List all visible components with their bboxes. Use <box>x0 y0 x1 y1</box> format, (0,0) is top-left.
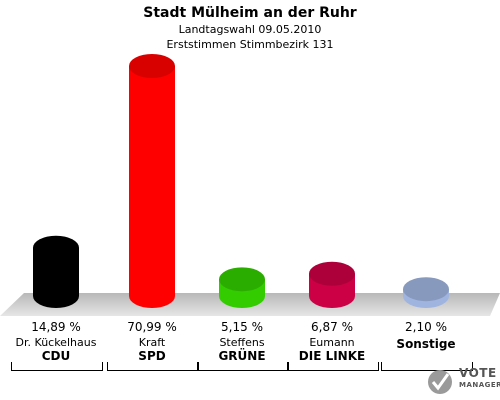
bar-sonstige <box>403 277 449 308</box>
bar-body-cdu <box>33 247 79 308</box>
party-label-sonstige: Sonstige <box>396 337 456 351</box>
category-bracket-spd <box>107 362 199 371</box>
category-bracket-sonstige <box>381 362 473 371</box>
candidate-label-linke: Eumann <box>309 336 355 349</box>
chart-title: Stadt Mülheim an der Ruhr <box>143 5 357 21</box>
party-label-gruene: GRÜNE <box>218 349 266 363</box>
value-label-cdu: 14,89 % <box>31 320 81 334</box>
category-bracket-gruene <box>197 362 289 371</box>
value-label-sonstige: 2,10 % <box>405 320 447 334</box>
chart-subtitle: Landtagswahl 09.05.2010 <box>178 23 322 36</box>
candidate-label-gruene: Steffens <box>219 336 265 349</box>
vote-manager-logo-icon <box>428 370 452 394</box>
bar-gruene <box>219 267 265 308</box>
bar-top-linke <box>309 261 355 286</box>
bar-top-gruene <box>219 267 265 292</box>
bar-cdu <box>33 235 79 308</box>
value-label-gruene: 5,15 % <box>221 320 263 334</box>
value-label-spd: 70,99 % <box>127 320 177 334</box>
bar-top-spd <box>129 54 175 78</box>
party-label-linke: DIE LINKE <box>298 349 366 363</box>
candidate-label-cdu: Dr. Kückelhaus <box>15 336 97 349</box>
category-bracket-linke <box>287 362 379 371</box>
logo-word-vote: VOTE <box>459 366 497 380</box>
party-label-spd: SPD <box>138 349 166 363</box>
value-label-linke: 6,87 % <box>311 320 353 334</box>
bar-top-sonstige <box>403 277 449 302</box>
bar-top-cdu <box>33 235 79 260</box>
party-label-cdu: CDU <box>41 349 71 363</box>
candidate-label-spd: Kraft <box>138 336 166 349</box>
bar-body-spd <box>129 66 175 308</box>
chart-subtitle-2: Erststimmen Stimmbezirk 131 <box>166 38 334 51</box>
bar-linke <box>309 261 355 308</box>
logo-word-manager: MANAGER <box>459 381 500 389</box>
category-bracket-cdu <box>11 362 103 371</box>
bar-spd <box>129 54 175 308</box>
